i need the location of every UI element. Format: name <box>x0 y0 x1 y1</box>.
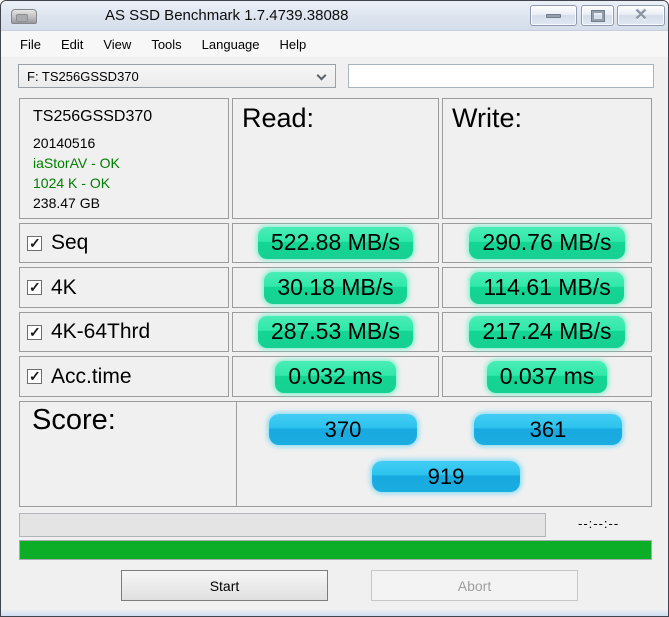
menu-file[interactable]: File <box>20 36 41 52</box>
4k64thrd-write-value: 217.24 MB/s <box>469 316 625 348</box>
4k-read-value: 30.18 MB/s <box>264 271 407 304</box>
4k-label: 4K <box>51 275 77 299</box>
acctime-write-cell: 0.037 ms <box>442 356 652 397</box>
score-panel: Score: 370 361 919 <box>19 401 652 507</box>
4k-write-value: 114.61 MB/s <box>470 271 624 304</box>
time-remaining: --:--:-- <box>578 516 620 531</box>
seq-label: Seq <box>51 231 89 254</box>
menu-bar: File Edit View Tools Language Help <box>1 31 668 57</box>
seq-row-label-cell: Seq <box>19 223 229 263</box>
window-title: AS SSD Benchmark 1.7.4739.38088 <box>105 7 349 24</box>
abort-button: Abort <box>371 570 578 601</box>
test-progress-bar <box>19 513 546 537</box>
maximize-icon <box>590 9 605 22</box>
close-button[interactable]: ✕ <box>617 5 665 26</box>
minimize-icon <box>546 13 561 18</box>
4k64thrd-read-value: 287.53 MB/s <box>257 316 414 348</box>
total-score-badge: 919 <box>372 461 520 492</box>
driver-status: iaStorAV - OK <box>33 155 120 171</box>
overall-progress-bar <box>19 540 652 560</box>
acctime-read-cell: 0.032 ms <box>232 356 439 397</box>
4k-checkbox[interactable] <box>27 279 42 296</box>
acctime-read-value: 0.032 ms <box>275 360 396 393</box>
acctime-row-label-cell: Acc.time <box>19 356 229 397</box>
4k64thrd-write-cell: 217.24 MB/s <box>442 312 652 352</box>
seq-write-value: 290.76 MB/s <box>469 227 625 259</box>
score-label: Score: <box>32 404 116 436</box>
close-icon: ✕ <box>634 6 648 24</box>
drive-select-value: F: TS256GSSD370 <box>27 68 139 84</box>
4k-row-label-cell: 4K <box>19 267 229 308</box>
start-button[interactable]: Start <box>121 570 328 601</box>
seq-write-cell: 290.76 MB/s <box>442 223 652 263</box>
write-column-header: Write: <box>442 98 652 219</box>
app-icon <box>11 9 37 24</box>
title-bar[interactable]: AS SSD Benchmark 1.7.4739.38088 ✕ <box>1 1 668 31</box>
menu-edit[interactable]: Edit <box>60 36 84 52</box>
seq-checkbox[interactable] <box>27 235 42 252</box>
chevron-down-icon <box>316 70 327 81</box>
window-bottom-edge <box>1 610 668 616</box>
menu-tools[interactable]: Tools <box>151 36 182 52</box>
drive-firmware: 20140516 <box>33 135 96 151</box>
read-score-badge: 370 <box>269 414 417 445</box>
drive-capacity: 238.47 GB <box>33 195 100 211</box>
menu-language[interactable]: Language <box>201 36 260 52</box>
4k64thrd-label: 4K-64Thrd <box>51 320 151 343</box>
minimize-button[interactable] <box>530 5 577 26</box>
maximize-button[interactable] <box>581 5 614 26</box>
drive-model: TS256GSSD370 <box>33 108 153 125</box>
drive-info-panel: TS256GSSD370 20140516 iaStorAV - OK 1024… <box>19 98 229 219</box>
acctime-checkbox[interactable] <box>27 368 42 385</box>
menu-view[interactable]: View <box>103 36 132 52</box>
alignment-status: 1024 K - OK <box>33 175 111 191</box>
4k64thrd-read-cell: 287.53 MB/s <box>232 312 439 352</box>
menu-help[interactable]: Help <box>279 36 307 52</box>
seq-read-cell: 522.88 MB/s <box>232 223 439 263</box>
score-divider <box>236 402 237 506</box>
acctime-write-value: 0.037 ms <box>486 360 608 393</box>
acctime-label: Acc.time <box>51 364 132 388</box>
4k64thrd-row-label-cell: 4K-64Thrd <box>19 312 229 352</box>
compare-input[interactable] <box>348 64 654 88</box>
4k-write-cell: 114.61 MB/s <box>442 267 652 308</box>
drive-select-dropdown[interactable]: F: TS256GSSD370 <box>18 64 336 88</box>
4k-read-cell: 30.18 MB/s <box>232 267 439 308</box>
4k64thrd-checkbox[interactable] <box>27 324 42 341</box>
read-column-header: Read: <box>232 98 439 219</box>
seq-read-value: 522.88 MB/s <box>257 227 414 259</box>
write-score-badge: 361 <box>474 414 622 445</box>
